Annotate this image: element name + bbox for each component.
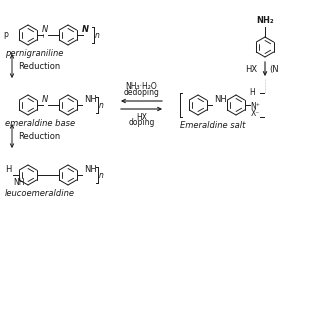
Text: N: N — [42, 95, 48, 104]
Text: emeraldine base: emeraldine base — [5, 119, 75, 128]
Text: n: n — [99, 171, 104, 180]
Text: HX: HX — [245, 65, 257, 74]
Text: n: n — [95, 31, 100, 40]
Text: N: N — [42, 25, 48, 34]
Text: H: H — [4, 165, 11, 174]
Text: N: N — [82, 25, 89, 34]
Text: Reduction: Reduction — [18, 61, 60, 70]
Text: doping: doping — [128, 118, 155, 127]
Text: NH₃·H₂O: NH₃·H₂O — [126, 82, 157, 91]
Text: leucoemeraldine: leucoemeraldine — [5, 189, 75, 198]
Text: X⁻: X⁻ — [251, 109, 260, 118]
Text: (N: (N — [269, 65, 279, 74]
Text: NH: NH — [84, 165, 97, 174]
Text: NH: NH — [214, 95, 227, 104]
Text: NH₂: NH₂ — [256, 16, 274, 25]
Text: n: n — [99, 101, 104, 110]
Text: H: H — [249, 88, 255, 97]
Text: NH: NH — [84, 95, 97, 104]
Text: HX: HX — [136, 113, 147, 122]
Text: pernigraniline: pernigraniline — [5, 49, 63, 58]
Text: dedoping: dedoping — [124, 88, 159, 97]
Text: Reduction: Reduction — [18, 132, 60, 140]
Text: NH: NH — [13, 178, 25, 187]
Text: Emeraldine salt: Emeraldine salt — [180, 121, 245, 130]
Text: p: p — [3, 29, 8, 38]
Text: N⁺: N⁺ — [250, 102, 260, 111]
